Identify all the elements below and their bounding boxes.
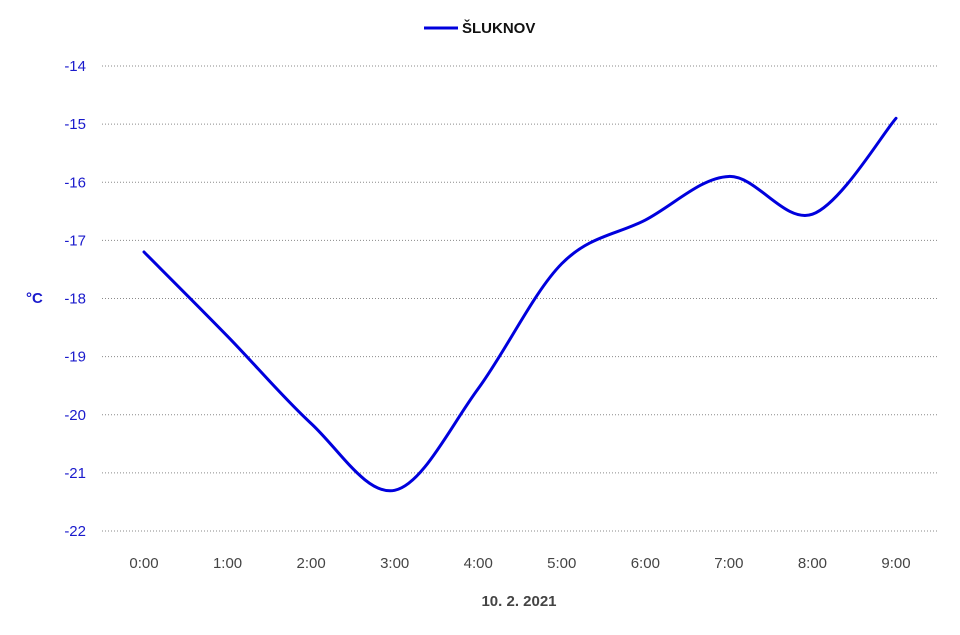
data-point (727, 175, 731, 178)
data-point (393, 489, 396, 492)
legend: ŠLUKNOV (424, 19, 535, 37)
y-tick-label: -14 (64, 58, 86, 75)
y-axis-ticks: -14 -15 -16 -17 -18 -19 -20 -21 -22 (64, 58, 86, 540)
x-tick-label: 0:00 (129, 555, 158, 572)
x-tick-label: 3:00 (380, 555, 409, 572)
data-point (477, 387, 480, 390)
x-tick-label: 9:00 (881, 555, 910, 572)
x-axis-label: 10. 2. 2021 (481, 593, 556, 610)
y-tick-label: -15 (64, 116, 86, 133)
data-point (226, 335, 229, 338)
y-tick-label: -19 (64, 349, 86, 366)
x-tick-label: 1:00 (213, 555, 242, 572)
x-tick-label: 4:00 (464, 555, 493, 572)
y-tick-label: -16 (64, 174, 86, 191)
data-point (560, 262, 563, 265)
y-tick-label: -17 (64, 232, 86, 249)
y-tick-label: -22 (64, 523, 86, 540)
x-axis-ticks: 0:00 1:00 2:00 3:00 4:00 5:00 6:00 7:00 8:00 9:00 (129, 555, 910, 572)
data-point (894, 117, 898, 120)
data-point (142, 250, 146, 254)
data-point (811, 213, 814, 216)
data-point (309, 422, 313, 425)
y-tick-label: -18 (64, 291, 86, 308)
series-layer (142, 116, 898, 493)
y-tick-label: -20 (64, 407, 86, 424)
x-tick-label: 2:00 (297, 555, 326, 572)
series-line (142, 116, 898, 493)
x-tick-label: 8:00 (798, 555, 827, 572)
data-point (644, 218, 647, 222)
legend-label: ŠLUKNOV (462, 19, 535, 37)
y-axis-label: °C (26, 290, 43, 307)
gridlines (102, 65, 938, 532)
x-tick-label: 5:00 (547, 555, 576, 572)
y-tick-label: -21 (64, 465, 86, 482)
x-tick-label: 7:00 (714, 555, 743, 572)
x-tick-label: 6:00 (631, 555, 660, 572)
